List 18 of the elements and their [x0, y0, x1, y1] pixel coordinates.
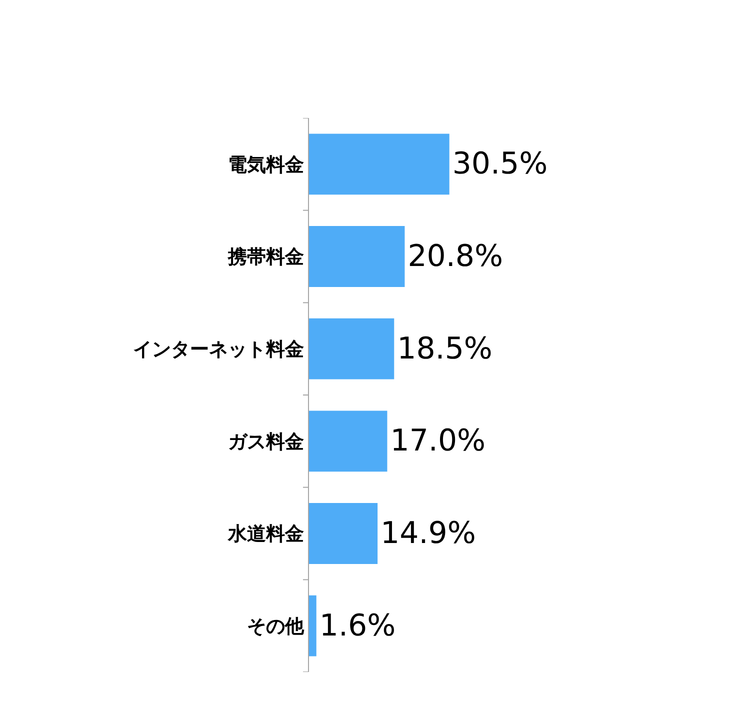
data-label: 30.5% — [452, 146, 548, 182]
data-label: 20.8% — [408, 239, 504, 274]
y-tick-label: インターネット料金 — [133, 338, 304, 360]
data-label: 14.9% — [380, 516, 476, 551]
y-tick-label: その他 — [247, 615, 306, 638]
bar — [309, 410, 388, 472]
data-label: 1.6% — [319, 608, 396, 644]
data-label: 17.0% — [390, 424, 486, 459]
data-label: 18.5% — [397, 331, 492, 366]
bar — [309, 503, 378, 564]
y-tick-label: 電気料金 — [228, 154, 304, 176]
y-tick-label: 水道料金 — [227, 523, 304, 546]
bar — [309, 134, 450, 195]
y-tick-label: ガス料金 — [228, 430, 304, 453]
bar — [309, 595, 316, 656]
bar — [309, 226, 405, 287]
bar — [309, 318, 394, 380]
y-tick-label: 携帯料金 — [227, 246, 304, 268]
